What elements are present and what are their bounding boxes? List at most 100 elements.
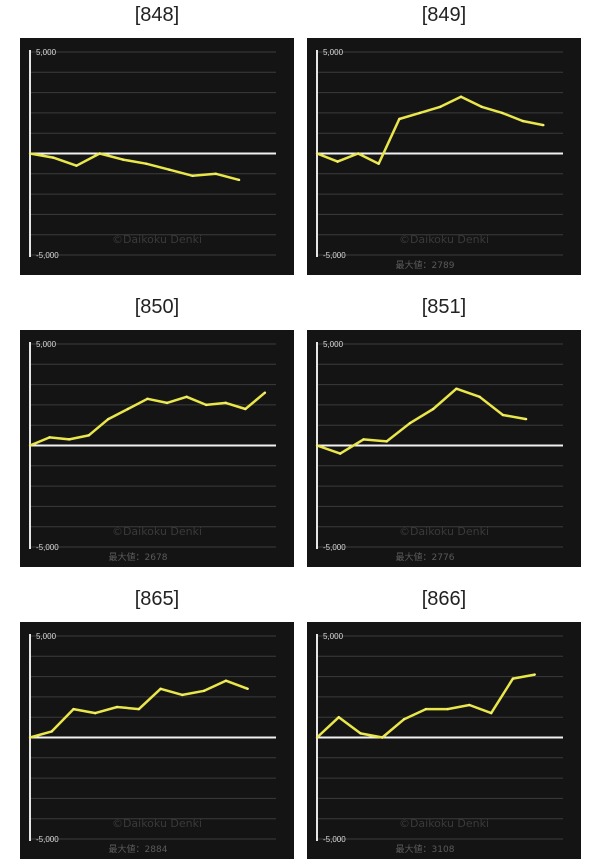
data-point: [214, 172, 218, 175]
data-point: [168, 168, 171, 171]
data-point: [246, 687, 249, 690]
data-point: [511, 677, 515, 680]
chart-panel: 5,000 -5,000 ©Daikoku Denki: [20, 38, 294, 275]
y-tick-label: 5,000: [36, 48, 57, 57]
data-point: [524, 417, 528, 421]
data-point: [28, 444, 32, 447]
y-tick-label: 5,000: [323, 632, 344, 641]
max-value-label: 最大値：3108: [396, 843, 455, 855]
chart-title: [849]: [421, 4, 467, 26]
watermark: ©Daikoku Denki: [399, 525, 489, 538]
data-point: [339, 452, 342, 455]
chart-title: [850]: [134, 296, 180, 318]
y-tick-label: 5,000: [36, 340, 57, 349]
data-point: [28, 152, 32, 155]
data-point: [315, 152, 319, 155]
y-tick-label: 5,000: [36, 632, 57, 641]
series-line: [316, 387, 527, 455]
y-tick-label: -5,000: [323, 251, 346, 260]
chart-panel: 5,000 -5,000 ©Daikoku Denki 最大値：2776: [307, 330, 581, 567]
data-point: [408, 421, 412, 425]
data-point: [439, 105, 442, 109]
data-point: [418, 111, 422, 115]
data-point: [337, 716, 340, 719]
chart-panel: 5,000 -5,000 ©Daikoku Denki 最大値：2884: [20, 622, 294, 859]
max-value-label: 最大値：2884: [109, 843, 168, 855]
chart-title: [848]: [134, 4, 180, 26]
y-tick-label: -5,000: [323, 835, 346, 844]
data-point: [398, 117, 401, 121]
data-point: [402, 718, 406, 721]
chart-title: [851]: [421, 296, 467, 318]
data-point: [87, 434, 90, 437]
line-chart: 5,000 -5,000 ©Daikoku Denki 最大値：2884: [28, 632, 276, 855]
data-point: [67, 438, 71, 441]
chart-panel: 5,000 -5,000 ©Daikoku Denki 最大値：3108: [307, 622, 581, 859]
max-value-label: 最大値：2776: [396, 551, 455, 563]
data-point: [468, 703, 471, 707]
data-point: [244, 407, 247, 411]
data-point: [52, 156, 55, 159]
data-point: [315, 736, 319, 739]
data-point: [107, 417, 110, 421]
data-point: [204, 403, 208, 407]
y-tick-label: -5,000: [323, 543, 346, 552]
series-line: [29, 152, 240, 182]
data-point: [94, 711, 97, 715]
y-tick-label: 5,000: [323, 48, 344, 57]
data-point: [362, 438, 365, 441]
data-point: [191, 174, 194, 178]
data-point: [377, 162, 380, 165]
watermark: ©Daikoku Denki: [399, 817, 489, 830]
data-point: [185, 395, 188, 398]
chart-title: [866]: [421, 588, 467, 610]
y-tick-label: -5,000: [36, 251, 59, 260]
data-point: [315, 444, 319, 447]
data-point: [542, 123, 545, 127]
data-point: [28, 736, 32, 739]
y-tick-label: 5,000: [323, 340, 344, 349]
line-chart: 5,000 -5,000 ©Daikoku Denki: [28, 48, 276, 260]
watermark: ©Daikoku Denki: [112, 817, 202, 830]
data-point: [75, 164, 78, 167]
data-point: [115, 705, 119, 709]
data-point: [144, 162, 148, 165]
data-point: [478, 395, 481, 398]
data-point: [159, 687, 162, 690]
data-point: [521, 119, 524, 123]
y-tick-label: -5,000: [36, 543, 59, 552]
data-point: [501, 413, 505, 417]
data-point: [72, 707, 75, 711]
data-point: [480, 105, 483, 109]
line-chart: 5,000 -5,000 ©Daikoku Denki 最大値：2678: [28, 340, 276, 563]
data-point: [237, 178, 241, 182]
data-point: [336, 160, 339, 163]
data-point: [181, 693, 184, 697]
data-point: [385, 440, 388, 443]
chart-panel: 5,000 -5,000 ©Daikoku Denki 最大値：2678: [20, 330, 294, 567]
data-point: [137, 707, 141, 711]
watermark: ©Daikoku Denki: [112, 233, 202, 246]
data-point: [533, 673, 536, 676]
chart-title: [865]: [134, 588, 180, 610]
data-point: [356, 152, 360, 155]
data-point: [431, 407, 435, 411]
data-point: [459, 95, 463, 98]
chart-panel: 5,000 -5,000 ©Daikoku Denki 最大値：2789: [307, 38, 581, 275]
data-point: [500, 111, 504, 115]
data-point: [224, 679, 228, 682]
data-point: [121, 158, 125, 161]
series-line: [316, 673, 535, 739]
line-chart: 5,000 -5,000 ©Daikoku Denki 最大値：2789: [315, 48, 563, 271]
data-point: [446, 707, 449, 711]
max-value-label: 最大値：2678: [109, 551, 168, 563]
data-point: [489, 711, 493, 715]
data-point: [146, 397, 149, 401]
data-point: [202, 689, 206, 693]
line-chart: 5,000 -5,000 ©Daikoku Denki 最大値：2776: [315, 340, 563, 563]
y-tick-label: -5,000: [36, 835, 59, 844]
data-point: [424, 707, 428, 711]
data-point: [165, 401, 169, 405]
data-point: [48, 436, 51, 439]
data-point: [359, 732, 362, 735]
